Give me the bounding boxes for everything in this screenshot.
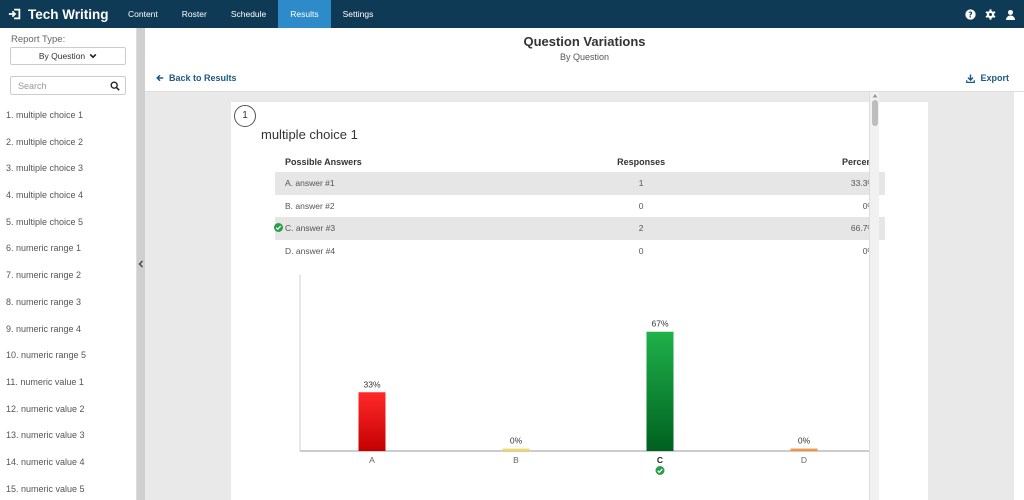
bar-c[interactable] bbox=[646, 331, 674, 451]
results-header: Question Variations By Question Back to … bbox=[145, 28, 1024, 92]
answers-table-header: Possible Answers Responses Percent bbox=[275, 152, 885, 172]
sidebar: Report Type: By Question 1. multiple cho… bbox=[0, 28, 137, 500]
answer-label: C. answer #3 bbox=[285, 223, 336, 234]
page-subtitle: By Question bbox=[559, 52, 610, 62]
answer-percent: 0% bbox=[736, 195, 885, 218]
app-title: Tech Writing bbox=[28, 6, 109, 22]
sidebar-question-item[interactable]: 4. multiple choice 4 bbox=[6, 190, 84, 201]
question-list: 1. multiple choice 1 2. multiple choice 2… bbox=[0, 108, 136, 500]
answers-table: Possible Answers Responses Percent A. an… bbox=[274, 152, 885, 263]
answer-responses: 1 bbox=[545, 172, 737, 195]
answer-row: A. answer #1 1 33.3% bbox=[275, 172, 885, 195]
bar-value-label: 0% bbox=[798, 436, 811, 446]
answer-cell: B. answer #2 bbox=[275, 195, 546, 218]
question-card: 1 multiple choice 1 Possible Answers Res… bbox=[231, 102, 928, 500]
main-nav: Content Roster Schedule Results Settings bbox=[116, 0, 385, 28]
sidebar-question-item[interactable]: 12. numeric value 2 bbox=[6, 403, 85, 414]
answer-percent: 33.3% bbox=[736, 172, 885, 195]
answer-cell: D. answer #4 bbox=[275, 240, 546, 263]
bar-value-label: 33% bbox=[363, 379, 380, 389]
answer-responses: 0 bbox=[638, 200, 644, 211]
sidebar-question-item[interactable]: 3. multiple choice 3 bbox=[6, 163, 84, 174]
answer-label: B. answer #2 bbox=[285, 200, 335, 211]
sidebar-question-item[interactable]: 14. numeric value 4 bbox=[6, 456, 85, 467]
app-brand[interactable]: Tech Writing bbox=[0, 7, 116, 22]
help-icon[interactable]: ? bbox=[965, 8, 976, 20]
bar-d[interactable] bbox=[790, 448, 818, 452]
sidebar-question-item[interactable]: 11. numeric value 1 bbox=[6, 376, 84, 387]
nav-tab-content[interactable]: Content bbox=[128, 9, 158, 19]
gear-icon[interactable] bbox=[985, 8, 996, 20]
answer-responses: 2 bbox=[545, 217, 737, 240]
nav-tab-schedule[interactable]: Schedule bbox=[230, 9, 267, 19]
sidebar-question-item[interactable]: 5. multiple choice 5 bbox=[6, 216, 84, 227]
column-header-answer: Possible Answers bbox=[285, 157, 362, 167]
report-type-select[interactable]: By Question bbox=[10, 47, 126, 65]
search-box bbox=[10, 76, 126, 95]
question-title: multiple choice 1 bbox=[261, 127, 358, 142]
nav-tab-results[interactable]: Results bbox=[278, 0, 331, 28]
answer-row: D. answer #4 0 0% bbox=[275, 240, 885, 263]
x-tick-label: C bbox=[657, 455, 663, 465]
sidebar-question-item[interactable]: 2. multiple choice 2 bbox=[6, 136, 84, 147]
column-header-percent: Percent bbox=[841, 157, 875, 167]
bar-value-label: 0% bbox=[510, 436, 523, 446]
chevron-down-icon bbox=[89, 53, 97, 59]
back-to-results-label: Back to Results bbox=[169, 73, 237, 83]
x-tick-label: D bbox=[801, 455, 807, 465]
sidebar-question-item[interactable]: 6. numeric range 1 bbox=[6, 243, 82, 254]
answer-cell: A. answer #1 bbox=[275, 172, 546, 195]
answer-row: B. answer #2 0 0% bbox=[275, 195, 885, 218]
search-input[interactable] bbox=[11, 77, 107, 94]
answer-percent: 66.7% bbox=[736, 217, 885, 240]
sidebar-question-item[interactable]: 15. numeric value 5 bbox=[6, 483, 85, 494]
x-tick-label: B bbox=[513, 455, 519, 465]
exit-icon bbox=[8, 8, 21, 20]
top-nav-icons: ? bbox=[965, 0, 1016, 28]
sidebar-question-item[interactable]: 1. multiple choice 1 bbox=[6, 110, 84, 120]
sidebar-question-item[interactable]: 8. numeric range 3 bbox=[6, 296, 82, 307]
answer-responses: 0 bbox=[638, 245, 644, 256]
sidebar-collapse-toggle[interactable] bbox=[137, 28, 145, 500]
correct-check-icon bbox=[274, 223, 283, 232]
bar-a[interactable] bbox=[358, 392, 386, 451]
answer-row: C. answer #3 2 66.7% bbox=[274, 217, 885, 240]
column-header-responses: Responses bbox=[617, 157, 666, 167]
answer-label: A. answer #1 bbox=[285, 178, 335, 189]
results-content: 1 multiple choice 1 Possible Answers Res… bbox=[145, 92, 1014, 500]
answer-cell: C. answer #3 bbox=[274, 217, 546, 240]
report-type-label: Report Type: bbox=[11, 34, 66, 45]
content-scrollbar[interactable] bbox=[869, 92, 879, 500]
page-title: Question Variations bbox=[523, 34, 646, 49]
download-icon bbox=[966, 73, 976, 83]
back-to-results-link[interactable]: Back to Results bbox=[156, 73, 237, 83]
chevron-left-icon bbox=[138, 260, 143, 268]
scrollbar-thumb[interactable] bbox=[872, 100, 878, 126]
search-icon[interactable] bbox=[110, 81, 120, 91]
answer-label: D. answer #4 bbox=[285, 245, 336, 256]
correct-answer-check-icon bbox=[655, 466, 665, 475]
user-icon[interactable] bbox=[1005, 9, 1016, 20]
sidebar-question-item[interactable]: 13. numeric value 3 bbox=[6, 430, 85, 441]
responses-bar-chart: 33% A 0% B 67% C 0% D bbox=[299, 275, 876, 475]
bar-b[interactable] bbox=[502, 448, 530, 452]
svg-text:?: ? bbox=[968, 10, 972, 19]
bar-value-label: 67% bbox=[651, 319, 668, 329]
nav-tab-settings[interactable]: Settings bbox=[342, 9, 374, 19]
x-tick-label: A bbox=[369, 455, 375, 465]
sidebar-question-item[interactable]: 10. numeric range 5 bbox=[6, 350, 87, 361]
report-type-value: By Question bbox=[38, 51, 86, 61]
answer-percent: 0% bbox=[736, 240, 885, 263]
sidebar-question-item[interactable]: 7. numeric range 2 bbox=[6, 270, 82, 281]
arrow-left-icon bbox=[156, 74, 164, 82]
export-label: Export bbox=[980, 73, 1009, 83]
sidebar-question-item[interactable]: 9. numeric range 4 bbox=[6, 323, 82, 334]
export-button[interactable]: Export bbox=[966, 73, 1009, 83]
scroll-up-icon[interactable] bbox=[872, 93, 878, 98]
nav-tab-roster[interactable]: Roster bbox=[181, 9, 207, 19]
top-nav-bar: Tech Writing Content Roster Schedule Result… bbox=[0, 0, 1024, 28]
question-number-badge: 1 bbox=[234, 105, 256, 127]
